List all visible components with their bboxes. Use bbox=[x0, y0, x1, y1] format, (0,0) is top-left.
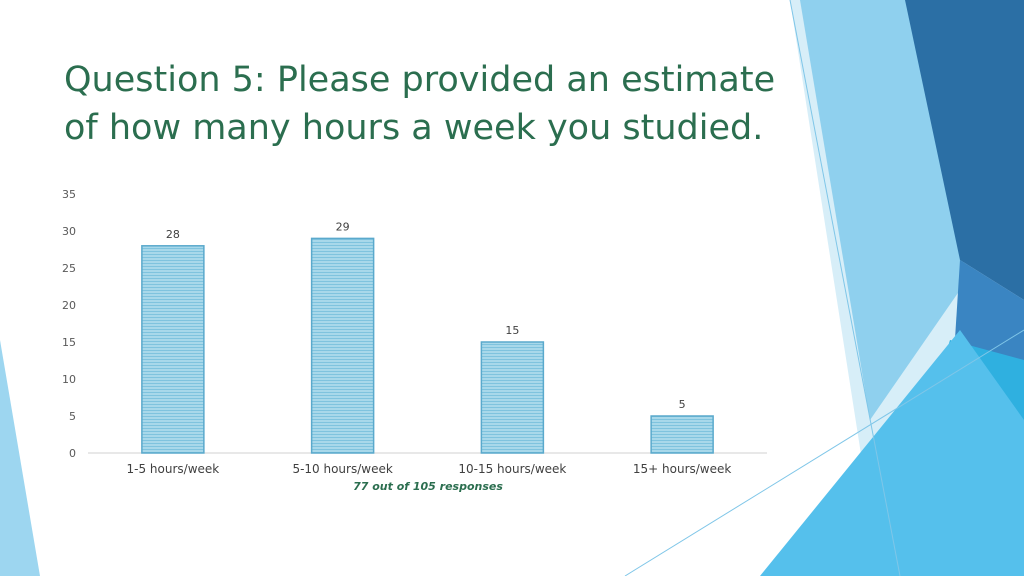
x-tick-label: 10-15 hours/week bbox=[458, 462, 566, 476]
bars-group: 28 29 15 5 bbox=[141, 220, 714, 454]
y-tick-label: 20 bbox=[62, 299, 76, 312]
y-tick-label: 25 bbox=[62, 262, 76, 275]
y-tick-label: 30 bbox=[62, 225, 76, 238]
x-tick-label: 5-10 hours/week bbox=[292, 462, 392, 476]
bar bbox=[310, 237, 375, 454]
slide-title: Question 5: Please provided an estimate … bbox=[64, 60, 776, 148]
y-tick-label: 10 bbox=[62, 373, 76, 386]
data-label: 5 bbox=[679, 398, 686, 411]
response-count-note: 77 out of 105 responses bbox=[353, 480, 503, 493]
decor-line-2 bbox=[624, 329, 1024, 576]
decor-shape-dark bbox=[905, 0, 1024, 300]
data-label: 29 bbox=[336, 220, 350, 233]
x-tick-label: 1-5 hours/week bbox=[127, 462, 220, 476]
decor-shape-left bbox=[0, 340, 40, 576]
bar bbox=[141, 245, 205, 454]
decor-shape-sky bbox=[760, 330, 1024, 576]
y-axis: 0 5 10 15 20 25 30 35 bbox=[62, 188, 76, 460]
y-tick-label: 5 bbox=[69, 410, 76, 423]
x-axis: 1-5 hours/week 5-10 hours/week 10-15 hours… bbox=[127, 462, 732, 476]
decor-line-1 bbox=[789, 0, 901, 576]
y-tick-label: 15 bbox=[62, 336, 76, 349]
data-label: 15 bbox=[505, 324, 519, 337]
bar bbox=[650, 415, 714, 454]
x-tick-label: 15+ hours/week bbox=[633, 462, 732, 476]
bar bbox=[480, 341, 545, 454]
y-tick-label: 0 bbox=[69, 447, 76, 460]
data-label: 28 bbox=[166, 228, 180, 241]
y-tick-label: 35 bbox=[62, 188, 76, 201]
